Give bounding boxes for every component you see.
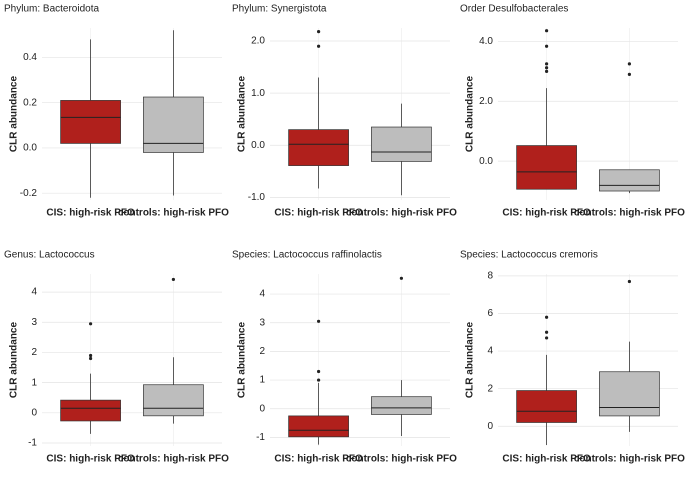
outlier — [89, 322, 93, 326]
outlier — [89, 353, 93, 358]
outlier — [317, 369, 321, 374]
y-tick-label: 1 — [31, 377, 37, 388]
y-tick-label: 0.0 — [479, 156, 493, 167]
box — [60, 399, 121, 422]
box — [143, 96, 204, 153]
panel-title: Species: Lactococcus raffinolactis — [232, 250, 382, 261]
outlier — [627, 62, 632, 66]
y-tick-label: 1.0 — [251, 88, 265, 99]
box — [371, 396, 432, 415]
y-tick-label: 0.0 — [251, 140, 265, 151]
box — [516, 145, 577, 190]
y-tick-label: 0 — [487, 421, 493, 432]
y-tick-label: 2.0 — [251, 36, 265, 47]
outlier — [317, 44, 321, 48]
y-axis-label: CLR abundance — [237, 76, 248, 153]
panel-title: Phylum: Synergistota — [232, 4, 327, 15]
outlier — [545, 336, 549, 340]
y-axis-label: CLR abundance — [9, 322, 20, 399]
outlier — [545, 44, 549, 48]
y-tick-label: 0 — [259, 403, 265, 414]
x-tick-label: CIS: high-risk PFO — [46, 454, 135, 465]
outlier — [545, 29, 549, 33]
x-tick-label: controls: high-risk PFO — [118, 454, 229, 465]
y-tick-label: 2.0 — [479, 96, 493, 107]
y-tick-label: 6 — [487, 308, 493, 319]
outlier — [627, 72, 632, 76]
y-tick-label: 1 — [259, 375, 265, 386]
outlier — [545, 315, 549, 319]
panel-title: Genus: Lactococcus — [4, 250, 95, 261]
outlier — [317, 378, 321, 382]
y-tick-label: 0.0 — [23, 143, 37, 154]
x-tick-label: CIS: high-risk PFO — [502, 208, 591, 219]
x-tick-label: controls: high-risk PFO — [574, 208, 685, 219]
y-tick-label: 4 — [259, 289, 265, 300]
outlier — [627, 279, 632, 284]
x-tick-label: CIS: high-risk PFO — [274, 454, 363, 465]
x-tick-label: controls: high-risk PFO — [118, 208, 229, 219]
y-tick-label: 4 — [487, 346, 493, 357]
box — [143, 384, 204, 417]
y-tick-label: 8 — [487, 271, 493, 282]
x-tick-label: CIS: high-risk PFO — [46, 208, 135, 219]
outlier — [399, 276, 403, 280]
y-tick-label: 0.2 — [23, 97, 37, 108]
outlier — [545, 62, 549, 66]
y-tick-label: -1 — [28, 438, 37, 449]
panel-title: Species: Lactococcus cremoris — [460, 250, 598, 261]
y-tick-label: 2 — [31, 347, 37, 358]
outlier — [317, 30, 321, 34]
outlier — [89, 356, 93, 361]
y-axis-label: CLR abundance — [9, 76, 20, 153]
y-tick-label: 3 — [31, 317, 37, 328]
y-tick-label: 3 — [259, 317, 265, 328]
y-tick-label: -0.2 — [20, 188, 38, 199]
x-tick-label: controls: high-risk PFO — [346, 454, 457, 465]
box — [288, 129, 349, 166]
y-tick-label: 4.0 — [479, 36, 493, 47]
box — [288, 415, 349, 438]
box — [60, 100, 121, 144]
y-tick-label: 2 — [487, 383, 493, 394]
outlier — [545, 69, 549, 73]
x-tick-label: CIS: high-risk PFO — [502, 454, 591, 465]
y-axis-label: CLR abundance — [465, 76, 476, 153]
box — [599, 371, 660, 417]
x-tick-label: controls: high-risk PFO — [346, 208, 457, 219]
outlier — [171, 277, 175, 282]
x-tick-label: CIS: high-risk PFO — [274, 208, 363, 219]
y-axis-label: CLR abundance — [237, 322, 248, 399]
x-tick-label: controls: high-risk PFO — [574, 454, 685, 465]
box — [599, 169, 660, 192]
y-tick-label: 4 — [31, 287, 37, 298]
outlier — [317, 319, 321, 323]
y-tick-label: -1 — [256, 432, 265, 443]
outlier — [545, 330, 549, 334]
box — [516, 390, 577, 423]
y-tick-label: 2 — [259, 346, 265, 357]
y-axis-label: CLR abundance — [465, 322, 476, 399]
y-tick-label: -1.0 — [248, 192, 266, 203]
panel-title: Order Desulfobacterales — [460, 4, 568, 15]
box — [371, 126, 432, 162]
panel-title: Phylum: Bacteroidota — [4, 4, 99, 15]
y-tick-label: 0 — [31, 407, 37, 418]
y-tick-label: 0.4 — [23, 52, 37, 63]
outlier — [545, 66, 549, 70]
